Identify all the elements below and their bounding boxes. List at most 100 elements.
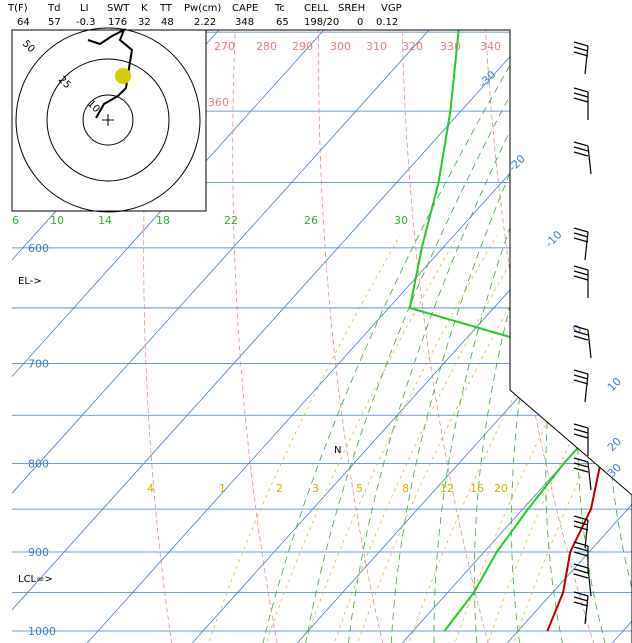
header-value: 48 xyxy=(161,17,174,28)
isotherm-line xyxy=(12,30,535,643)
dry-adiabat-label: 330 xyxy=(440,40,461,53)
storm-motion-marker xyxy=(115,68,131,84)
mixing-ratio-line xyxy=(400,235,602,643)
isotherm-label: -20 xyxy=(506,152,528,174)
mixing-ratio-label: 1 xyxy=(219,482,226,495)
moist-adiabat-label: 10 xyxy=(50,214,64,227)
moist-adiabat-line xyxy=(511,30,632,643)
sounding-trace xyxy=(408,30,632,632)
header-value: 198/20 xyxy=(304,17,340,28)
mixing-ratio-label: 3 xyxy=(312,482,319,495)
dry-adiabat-label: 300 xyxy=(330,40,351,53)
header-value: 57 xyxy=(48,17,61,28)
wind-barb-flag xyxy=(573,563,589,569)
wind-barb-flag xyxy=(573,546,589,552)
wind-barb-flag xyxy=(573,525,589,531)
sounding-traces xyxy=(408,30,632,632)
header-value: 0.12 xyxy=(376,17,399,28)
wind-barb-flag xyxy=(573,520,589,526)
wind-barb-flag xyxy=(573,573,589,579)
wind-barb-flag xyxy=(573,369,589,375)
header-label: VGP xyxy=(381,3,402,14)
isotherm-label: 30 xyxy=(605,461,624,480)
isotherm-label: -10 xyxy=(543,228,565,250)
wind-barb-flag xyxy=(573,97,589,103)
dry-adiabat-label: 290 xyxy=(292,40,313,53)
wind-barb-flag xyxy=(573,275,589,281)
header-label: LI xyxy=(80,3,89,14)
mixing-ratio-label: 20 xyxy=(494,482,508,495)
header-value: 2.22 xyxy=(194,17,217,28)
mixing-ratio-line xyxy=(200,235,401,643)
moist-adiabat-label: 30 xyxy=(394,214,408,227)
mixing-ratio-label: 12 xyxy=(440,482,454,495)
moist-adiabat-line xyxy=(389,30,632,643)
wind-barb-flag xyxy=(573,237,589,243)
wind-barb-flag xyxy=(573,568,589,574)
wind-barb-flag xyxy=(573,433,589,439)
isotherm-label: 20 xyxy=(605,435,624,454)
wind-barb-flag xyxy=(573,51,589,57)
wind-barb-flag xyxy=(573,467,589,473)
wind-barb-flag xyxy=(573,227,589,233)
wind-barb-flag xyxy=(573,601,589,607)
dry-adiabat-label: 280 xyxy=(256,40,277,53)
wind-barb-flag xyxy=(573,270,589,276)
dry-adiabat-label: 360 xyxy=(208,96,229,109)
header-label: SREH xyxy=(338,3,366,14)
wind-barb-flag xyxy=(573,428,589,434)
wind-barb-flag xyxy=(573,462,589,468)
el-label: EL-> xyxy=(18,276,42,287)
wind-barb-flag xyxy=(573,46,589,52)
mixing-ratio-label: 16 xyxy=(470,482,484,495)
wind-barbs xyxy=(573,41,592,625)
mixing-ratio-label: 4 xyxy=(147,482,154,495)
wind-barb-flag xyxy=(573,146,589,152)
wind-barb-flag xyxy=(573,265,589,271)
wind-barb-flag xyxy=(573,330,589,336)
wind-barb-flag xyxy=(573,41,589,47)
hodograph-ring xyxy=(46,58,170,182)
header-label: Td xyxy=(48,3,61,14)
header-value: -0.3 xyxy=(76,17,96,28)
hodograph-ring xyxy=(82,94,134,146)
isotherm-label: 0 xyxy=(570,322,584,336)
header-value: 65 xyxy=(276,17,289,28)
hodograph-ring xyxy=(15,27,201,213)
dry-adiabat-label: 340 xyxy=(480,40,501,53)
dry-adiabat-line xyxy=(558,30,632,643)
header-label: SWT xyxy=(107,3,130,14)
plot-border xyxy=(12,29,632,643)
wind-barb-flag xyxy=(573,232,589,238)
header-label: K xyxy=(141,3,148,14)
mixing-ratio-line xyxy=(479,235,632,643)
moist-adiabat-line xyxy=(433,30,632,643)
pressure-tick-label: 700 xyxy=(28,357,49,370)
wind-barb-staff xyxy=(587,567,592,597)
mixing-ratio-line xyxy=(257,235,459,643)
header-label: Pw(cm) xyxy=(184,3,222,14)
hodograph-trace xyxy=(87,27,134,119)
header-label: TT xyxy=(160,3,173,14)
mixing-ratio-label: 8 xyxy=(402,482,409,495)
wind-barb-flag xyxy=(573,335,589,341)
isotherm-line xyxy=(296,30,632,643)
mixing-ratio-label: 2 xyxy=(276,482,283,495)
mixing-ratio-line xyxy=(296,235,497,643)
header-value: 64 xyxy=(17,17,30,28)
isotherm-line xyxy=(401,30,632,643)
isotherm-line xyxy=(12,30,325,643)
moist-adiabat-line xyxy=(345,30,632,643)
header-value: 176 xyxy=(108,17,128,28)
header-label: CAPE xyxy=(232,3,259,14)
wind-barb-flag xyxy=(573,151,589,157)
wind-barb-staff xyxy=(587,461,592,491)
isotherm-label: 10 xyxy=(605,375,624,394)
moist-adiabat-label: 14 xyxy=(98,214,112,227)
wind-barb-flag xyxy=(573,141,589,147)
wind-barb-flag xyxy=(573,515,589,521)
header-value: 32 xyxy=(138,17,151,28)
dry-adiabat-line xyxy=(143,30,308,643)
